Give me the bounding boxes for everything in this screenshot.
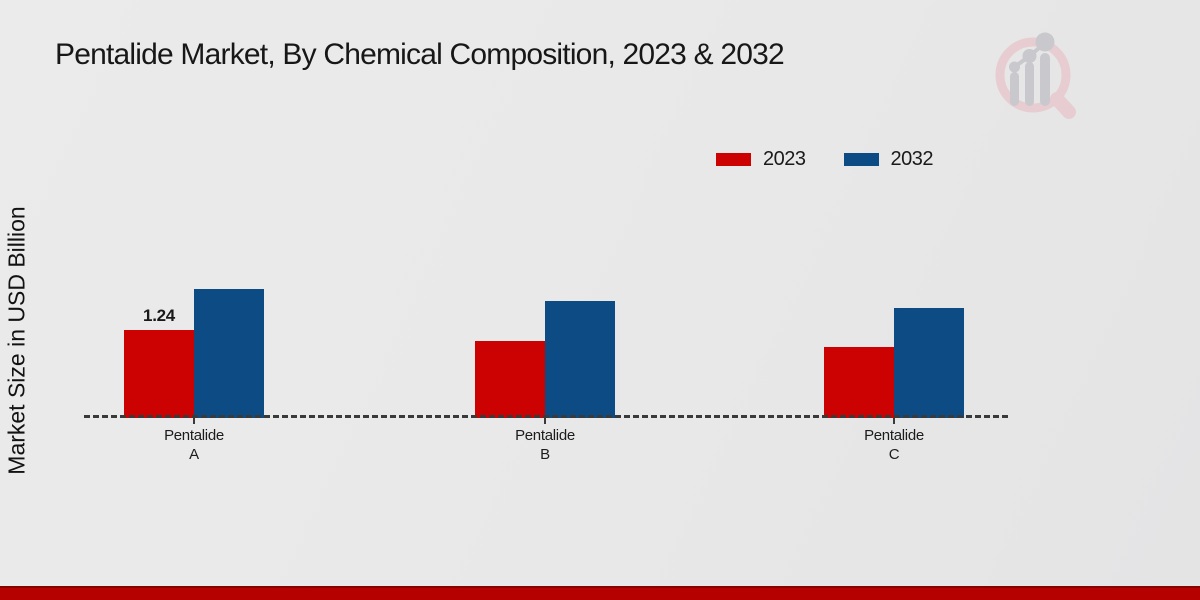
legend-swatch-2023 <box>716 153 751 166</box>
legend-item-2032: 2032 <box>843 148 934 171</box>
legend: 2023 2032 <box>716 148 933 171</box>
footer-accent-bar <box>0 586 1200 600</box>
legend-label-2023: 2023 <box>763 148 806 170</box>
magnifier-bar-chart-logo-icon <box>995 32 1076 119</box>
category-label-pentalide-b: Pentalide B <box>515 427 575 463</box>
bar-2023-pentalide-a <box>124 330 194 418</box>
x-axis-tick-pentalide-c <box>893 418 895 424</box>
bar-2023-pentalide-c <box>824 347 894 418</box>
chart-title: Pentalide Market, By Chemical Compositio… <box>55 38 785 71</box>
legend-item-2023: 2023 <box>716 148 806 171</box>
x-axis-tick-pentalide-a <box>193 418 195 424</box>
bar-2032-pentalide-b <box>545 301 615 418</box>
bar-2032-pentalide-c <box>894 308 964 418</box>
category-label-pentalide-a: Pentalide A <box>164 427 224 463</box>
legend-label-2032: 2032 <box>890 148 934 170</box>
category-label-pentalide-c: Pentalide C <box>864 427 924 463</box>
x-axis-tick-pentalide-b <box>544 418 546 424</box>
value-label-2023-pentalide-a: 1.24 <box>143 306 175 325</box>
bar-2032-pentalide-a <box>194 289 264 418</box>
x-axis-line <box>84 415 1008 418</box>
legend-swatch-2032 <box>843 153 879 166</box>
bar-2023-pentalide-b <box>475 341 545 418</box>
